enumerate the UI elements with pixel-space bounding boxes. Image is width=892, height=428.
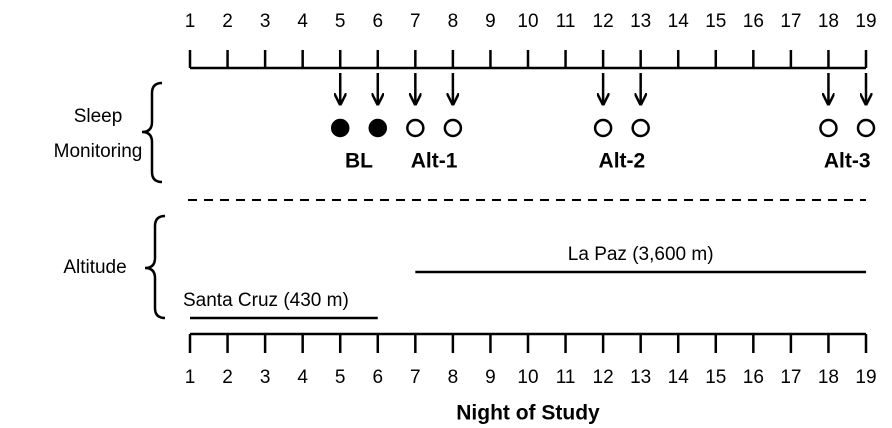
axis-title: Night of Study <box>456 402 600 425</box>
session-label: Alt-1 <box>411 150 458 173</box>
tick-label: 14 <box>668 367 690 388</box>
tick-label: 11 <box>556 11 576 32</box>
tick-label: 9 <box>485 11 496 32</box>
tick-label: 9 <box>485 367 496 388</box>
tick-label: 12 <box>593 367 614 388</box>
tick-label: 5 <box>335 367 346 388</box>
tick-label: 11 <box>556 367 576 388</box>
tick-label: 4 <box>297 367 308 388</box>
tick-label: 16 <box>743 11 764 32</box>
tick-label: 16 <box>743 367 764 388</box>
session-marker <box>856 118 876 138</box>
session-marker <box>406 118 425 138</box>
tick-label: 2 <box>222 11 233 32</box>
location-label: Santa Cruz (430 m) <box>183 290 349 311</box>
tick-label: 1 <box>185 11 196 32</box>
session-marker <box>443 118 463 138</box>
brace <box>144 214 166 320</box>
tick-label: 10 <box>517 11 538 32</box>
tick-label: 6 <box>372 11 383 32</box>
tick-label: 10 <box>517 367 538 388</box>
tick-label: 7 <box>410 367 421 388</box>
tick-label: 4 <box>297 11 308 32</box>
session-label: Alt-3 <box>824 150 871 173</box>
session-label: BL <box>345 150 373 173</box>
session-marker <box>593 118 613 138</box>
tick-label: 3 <box>260 367 271 388</box>
tick-label: 7 <box>410 11 421 32</box>
tick-label: 5 <box>335 11 346 32</box>
tick-label: 18 <box>818 11 839 32</box>
tick-label: 2 <box>222 367 233 388</box>
tick-label: 19 <box>855 367 876 388</box>
session-marker <box>631 118 650 138</box>
tick-label: 14 <box>668 11 690 32</box>
location-label: La Paz (3,600 m) <box>568 244 714 265</box>
tick-label: 6 <box>372 367 383 388</box>
tick-label: 1 <box>185 367 196 388</box>
tick-label: 19 <box>855 11 876 32</box>
tick-label: 13 <box>630 11 651 32</box>
tick-label: 12 <box>593 11 614 32</box>
tick-label: 17 <box>780 11 801 32</box>
brace <box>141 81 163 184</box>
tick-label: 13 <box>630 367 651 388</box>
tick-label: 8 <box>448 11 459 32</box>
tick-label: 15 <box>705 11 726 32</box>
session-marker <box>368 118 388 138</box>
session-marker <box>819 118 838 138</box>
tick-label: 15 <box>705 367 726 388</box>
group-label: Monitoring <box>54 141 143 162</box>
tick-label: 17 <box>780 367 801 388</box>
tick-label: 3 <box>260 11 271 32</box>
group-label: Sleep <box>74 106 123 127</box>
group-label: Altitude <box>63 257 126 278</box>
tick-label: 8 <box>448 367 459 388</box>
tick-label: 18 <box>818 367 839 388</box>
session-marker <box>330 118 350 138</box>
session-label: Alt-2 <box>599 150 646 173</box>
